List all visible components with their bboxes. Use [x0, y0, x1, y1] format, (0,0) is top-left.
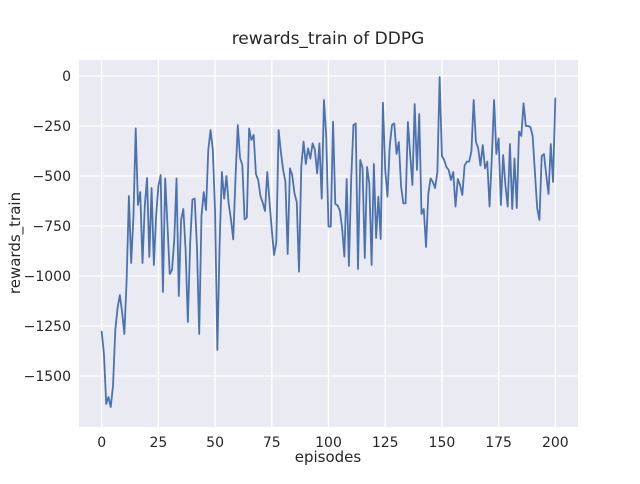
line-rewards_train: [100, 76, 557, 408]
x-tick-label: 25: [149, 435, 167, 451]
x-tick-label: 200: [542, 435, 569, 451]
x-tick-label: 50: [206, 435, 224, 451]
y-axis-label: rewards_train: [6, 192, 25, 294]
y-tick-label: −750: [33, 219, 71, 235]
y-tick-label: −500: [33, 169, 71, 185]
x-tick-label: 100: [315, 435, 342, 451]
chart-title: rewards_train of DDPG: [232, 29, 425, 49]
y-tick-label: −1250: [24, 319, 71, 335]
x-axis-label: episodes: [295, 448, 362, 466]
x-tick-label: 125: [372, 435, 399, 451]
y-tick-label: −1500: [24, 369, 71, 385]
x-tick-label: 75: [263, 435, 281, 451]
x-tick-labels: 0 25 50 75 100 125 150 175 200: [97, 435, 568, 451]
y-tick-labels: 0 −250 −500 −750 −1000 −1250 −1500: [24, 69, 71, 385]
y-tick-label: 0: [62, 69, 71, 85]
x-tick-label: 150: [429, 435, 456, 451]
x-tick-label: 0: [97, 435, 106, 451]
x-tick-label: 175: [485, 435, 512, 451]
y-tick-label: −1000: [24, 269, 71, 285]
data-series: [100, 76, 557, 408]
y-tick-label: −250: [33, 119, 71, 135]
